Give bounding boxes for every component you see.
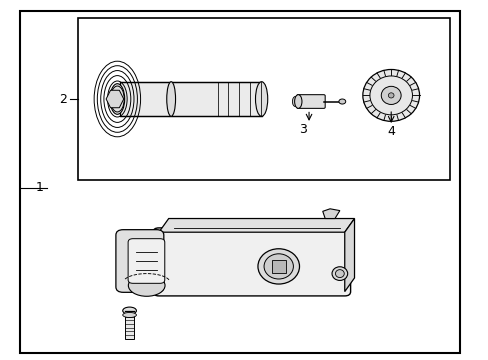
Bar: [78, 18, 449, 180]
Ellipse shape: [292, 96, 298, 107]
Ellipse shape: [166, 82, 175, 116]
FancyBboxPatch shape: [116, 230, 163, 292]
Polygon shape: [159, 219, 354, 232]
Ellipse shape: [122, 307, 136, 314]
Ellipse shape: [362, 69, 419, 121]
Polygon shape: [106, 90, 123, 108]
FancyBboxPatch shape: [153, 228, 350, 296]
Text: 2: 2: [59, 93, 66, 105]
Polygon shape: [344, 219, 354, 292]
Ellipse shape: [264, 254, 293, 279]
Ellipse shape: [110, 84, 124, 114]
Ellipse shape: [335, 270, 344, 278]
Polygon shape: [271, 260, 285, 273]
Ellipse shape: [294, 95, 302, 108]
Ellipse shape: [381, 86, 400, 104]
Circle shape: [338, 99, 345, 104]
Ellipse shape: [331, 267, 347, 280]
Bar: [120, 82, 261, 116]
FancyBboxPatch shape: [296, 95, 325, 108]
Text: 1: 1: [36, 181, 44, 194]
Ellipse shape: [128, 275, 165, 296]
Text: 3: 3: [299, 123, 306, 136]
Ellipse shape: [258, 249, 299, 284]
Text: 4: 4: [386, 125, 394, 138]
Ellipse shape: [387, 93, 393, 98]
Ellipse shape: [255, 82, 267, 116]
Bar: [20, 11, 459, 353]
Bar: [125, 315, 134, 339]
FancyBboxPatch shape: [128, 239, 164, 283]
Polygon shape: [322, 209, 339, 219]
Ellipse shape: [122, 312, 136, 318]
